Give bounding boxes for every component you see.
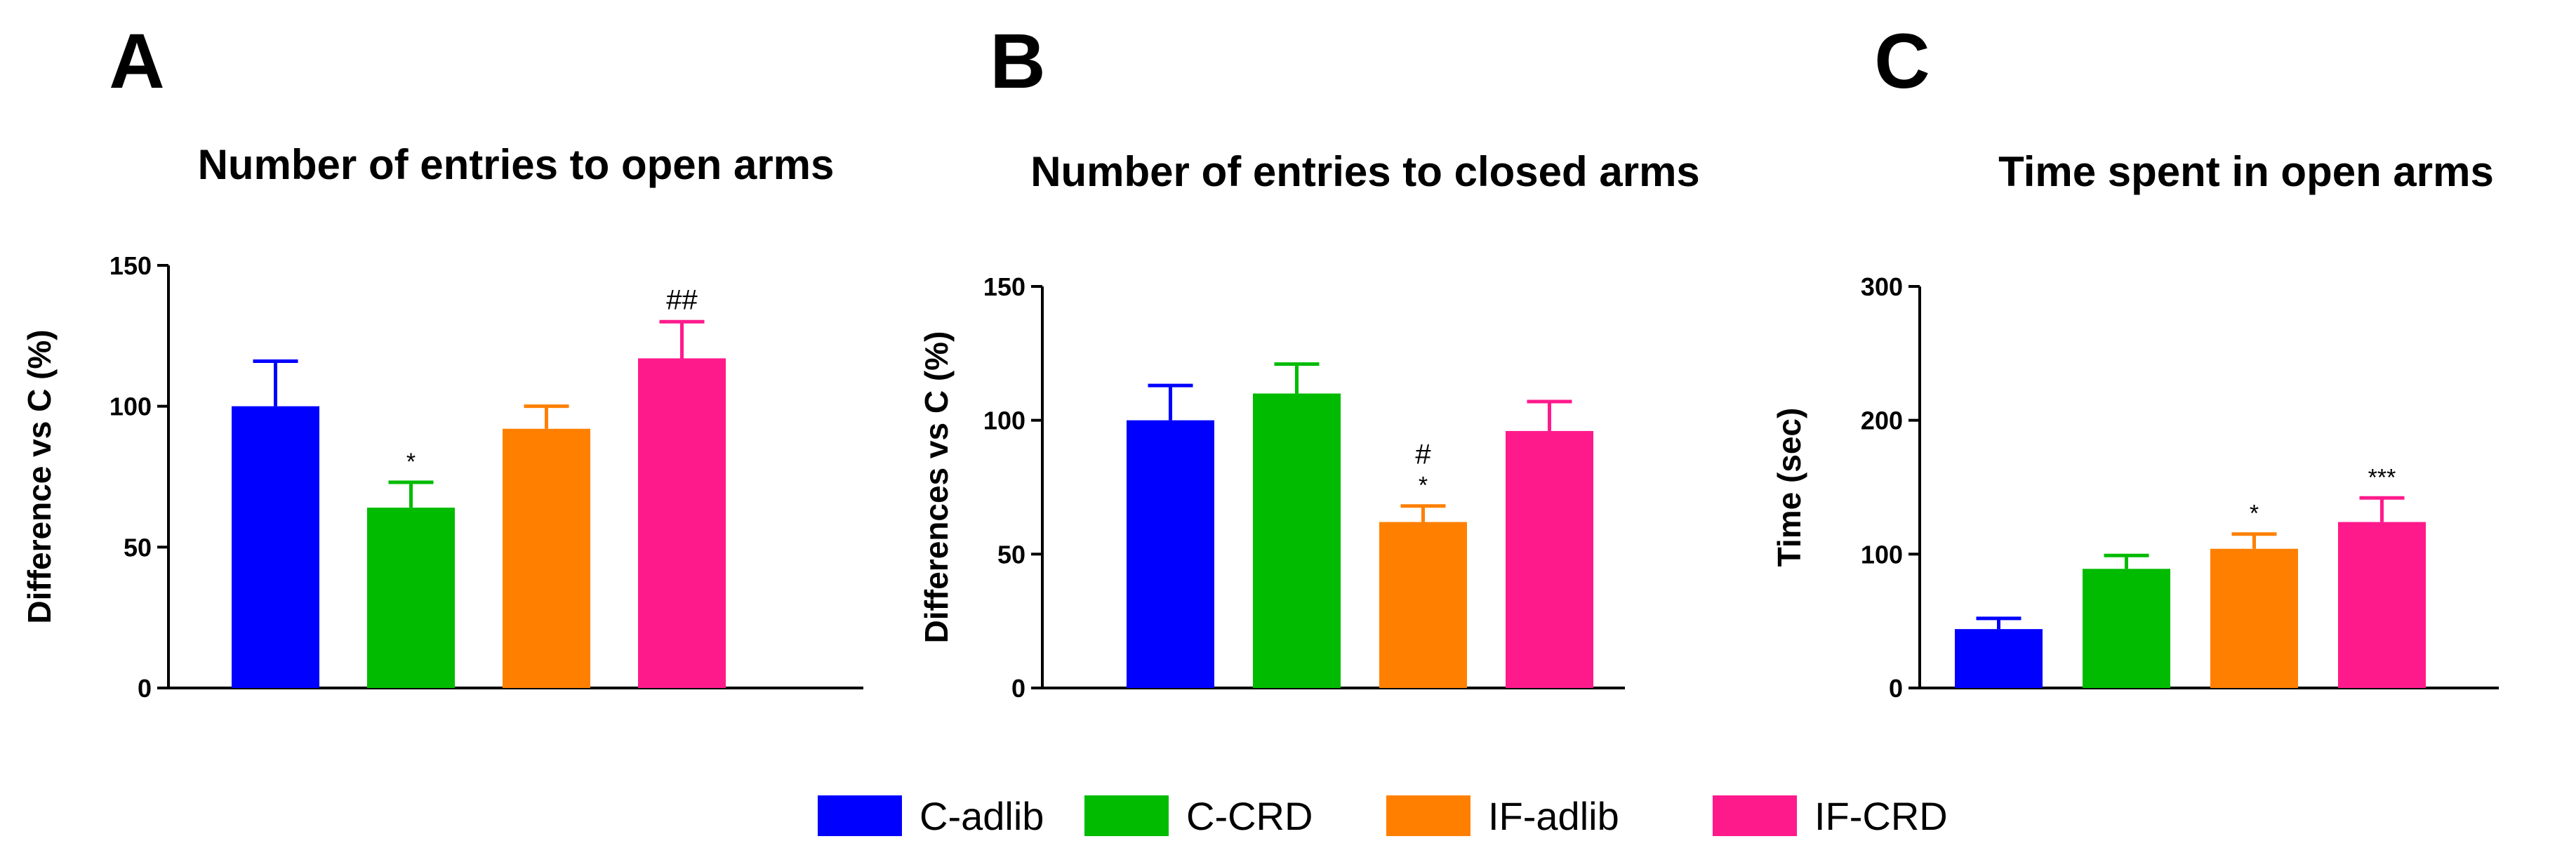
chart-title: Time spent in open arms <box>1998 148 2494 195</box>
y-tick-label: 50 <box>997 540 1025 569</box>
legend-item-if-crd: IF-CRD <box>1713 794 1948 838</box>
bar-if-adlib <box>503 428 590 688</box>
bar-if-crd <box>638 358 726 688</box>
panel-c: C Time spent in open arms 0 100 200 300 Time (… <box>1771 18 2499 703</box>
significance-mark: * <box>1419 472 1428 499</box>
y-tick-label: 0 <box>1011 674 1025 703</box>
y-tick-label: 0 <box>1889 674 1903 703</box>
panel-b: B Number of entries to closed arms 0 50 100 1… <box>918 18 1700 703</box>
bar-if-adlib <box>2210 548 2298 688</box>
bar-c-crd <box>367 508 455 688</box>
legend: C-adlib C-CRD IF-adlib IF-CRD <box>818 794 1948 838</box>
bar-if-crd <box>1506 430 1593 688</box>
panel-letter: B <box>990 18 1045 105</box>
y-tick-label: 50 <box>124 533 152 562</box>
bar-if-adlib <box>1379 522 1467 688</box>
legend-label: C-adlib <box>919 794 1044 838</box>
bar-c-crd <box>2083 569 2170 688</box>
panel-letter: C <box>1874 18 1930 105</box>
legend-swatch <box>1713 795 1797 836</box>
legend-swatch <box>818 795 902 836</box>
legend-item-c-adlib: C-adlib <box>818 794 1044 838</box>
y-tick-label: 100 <box>1861 540 1903 569</box>
y-tick-label: 200 <box>1861 406 1903 435</box>
significance-mark: *** <box>2368 464 2396 491</box>
significance-mark: * <box>406 449 416 475</box>
legend-label: C-CRD <box>1186 794 1313 838</box>
legend-swatch <box>1386 795 1470 836</box>
y-tick-label: 300 <box>1861 272 1903 301</box>
y-tick-label: 0 <box>138 674 152 703</box>
bar-c-adlib <box>1955 629 2043 688</box>
panel-letter: A <box>109 18 164 105</box>
significance-mark: ## <box>666 284 698 315</box>
significance-mark: * <box>2250 501 2259 527</box>
y-axis-label: Difference vs C (%) <box>21 329 58 623</box>
significance-mark: # <box>1415 439 1431 470</box>
legend-swatch <box>1084 795 1169 836</box>
y-axis-label: Differences vs C (%) <box>918 331 955 644</box>
legend-label: IF-adlib <box>1488 794 1619 838</box>
y-tick-label: 100 <box>983 406 1025 435</box>
panel-a: A Number of entries to open arms 0 50 100 150… <box>21 18 863 703</box>
y-tick-label: 150 <box>109 251 152 280</box>
chart-title: Number of entries to open arms <box>198 141 835 188</box>
panels: A Number of entries to open arms 0 50 100 150… <box>21 18 2499 703</box>
legend-label: IF-CRD <box>1814 794 1948 838</box>
y-tick-label: 150 <box>983 272 1025 301</box>
bar-if-crd <box>2338 522 2426 688</box>
y-tick-label: 100 <box>109 392 152 421</box>
legend-item-if-adlib: IF-adlib <box>1386 794 1619 838</box>
bar-c-adlib <box>232 406 319 688</box>
legend-item-c-crd: C-CRD <box>1084 794 1313 838</box>
y-axis-label: Time (sec) <box>1771 408 1807 567</box>
bar-c-crd <box>1253 393 1341 688</box>
bar-c-adlib <box>1127 420 1214 688</box>
chart-title: Number of entries to closed arms <box>1030 148 1700 195</box>
